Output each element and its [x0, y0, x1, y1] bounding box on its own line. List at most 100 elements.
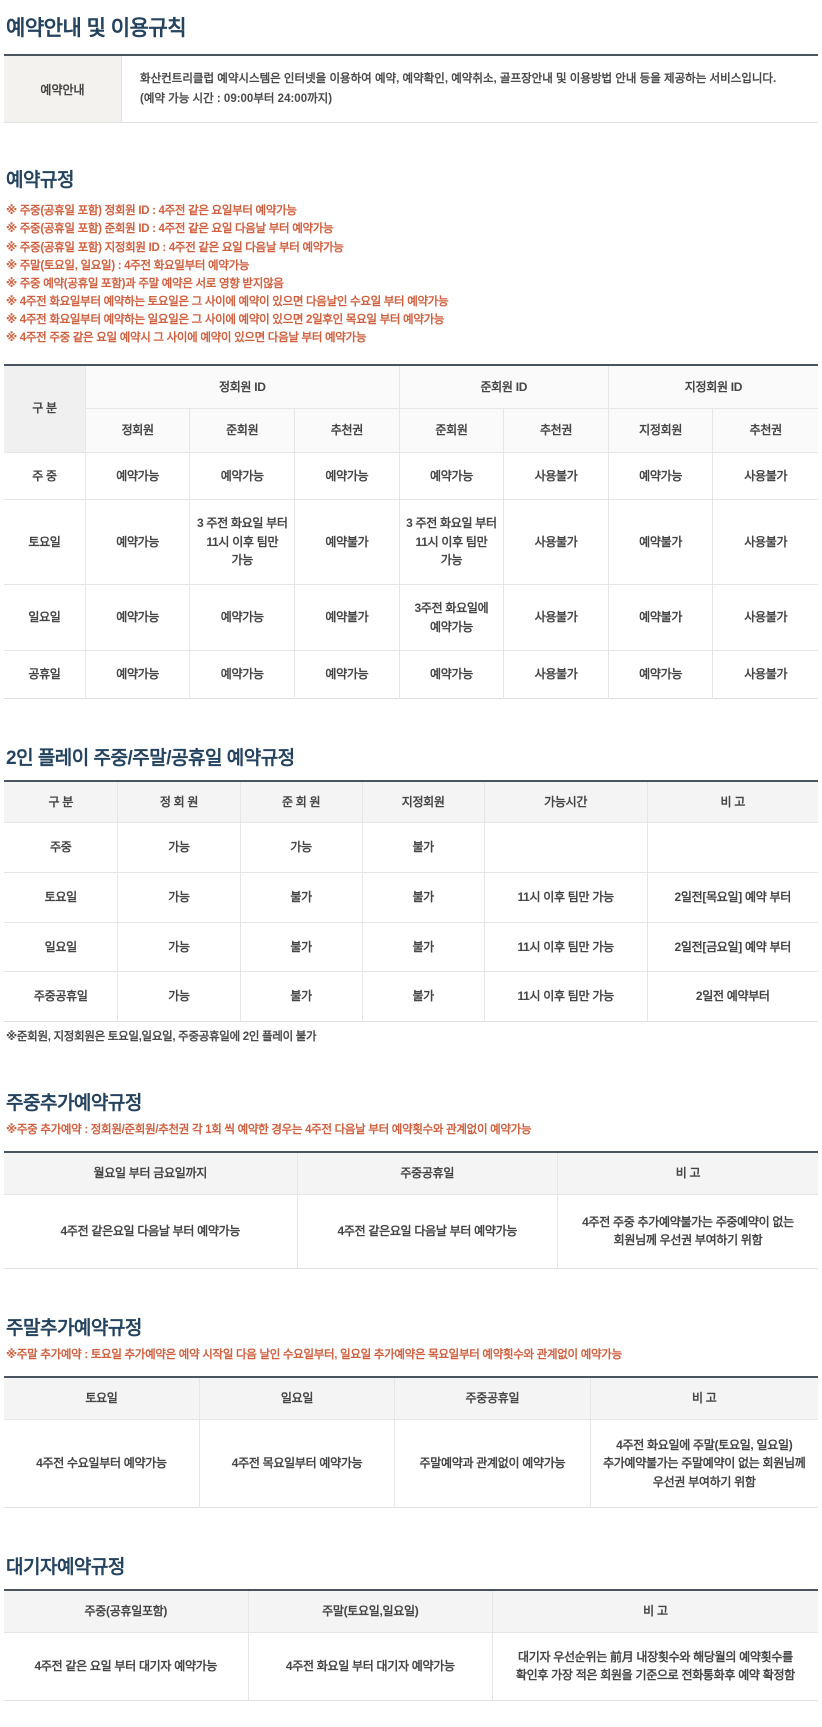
- table-row: 토요일 일요일 주중공휴일 비 고: [4, 1376, 818, 1420]
- table-cell: 11시 이후 팀만 가능: [484, 872, 648, 923]
- row-header: 일요일: [4, 584, 86, 652]
- table-cell: 예약불가: [294, 499, 400, 586]
- table-cell: 가능: [117, 872, 241, 923]
- table-cell: 예약불가: [294, 584, 400, 652]
- row-header: 일요일: [4, 922, 119, 973]
- table-cell: 4주전 같은요일 다음날 부터 예약가능: [297, 1194, 559, 1269]
- reservation-guide-text: 화산컨트리클럽 예약시스템은 인터넷을 이용하여 예약, 예약확인, 예약취소,…: [122, 56, 794, 122]
- table-row: 정회원 준회원 추천권 준회원 추천권 지정회원 추천권: [4, 408, 818, 453]
- table-cell: 사용불가: [712, 650, 818, 699]
- table-cell: 예약가능: [85, 452, 191, 501]
- table-row: 구 분 정회원 ID 준회원 ID 지정회원 ID: [4, 364, 818, 453]
- column-header: 정 회 원: [117, 780, 241, 824]
- column-header: 준회원: [189, 408, 296, 453]
- table-cell: [647, 822, 818, 874]
- table-cell: 불가: [240, 922, 363, 973]
- weekday-extra-note: ※주중 추가예약 : 정회원/준회원/추천권 각 1회 씩 예약한 경우는 4주…: [6, 1123, 532, 1136]
- column-header: 지정회원: [608, 408, 714, 453]
- column-header: 주중(공휴일포함): [4, 1590, 249, 1633]
- table-row: 월요일 부터 금요일까지 주중공휴일 비 고: [4, 1151, 818, 1195]
- column-header: 토요일: [4, 1376, 200, 1420]
- table-row: 주중 가능 가능 불가: [4, 822, 818, 874]
- table-cell: 예약가능: [85, 650, 191, 699]
- two-player-table: 구 분 정 회 원 준 회 원 지정회원 가능시간 비 고 주중 가능 가능 불…: [4, 779, 818, 1022]
- column-header: 주중공휴일: [394, 1376, 591, 1420]
- section-waitlist-rules: 대기자예약규정 주중(공휴일포함) 주말(토요일,일요일) 비 고 4주전 같은…: [4, 1552, 818, 1702]
- column-header: 지정회원: [362, 780, 485, 824]
- section-title-two-player: 2인 플레이 주중/주말/공휴일 예약규정: [6, 747, 295, 769]
- table-cell: 불가: [362, 971, 485, 1022]
- table-cell: 불가: [362, 922, 485, 973]
- table-cell: 예약가능: [294, 650, 400, 699]
- table-cell: 3 주전 화요일 부터 11시 이후 팀만 가능: [399, 499, 505, 586]
- table-cell: 가능: [240, 822, 363, 874]
- section-weekend-extra-rules: 주말추가예약규정 ※주말 추가예약 : 토요일 추가예약은 예약 시작일 다음 …: [4, 1313, 818, 1509]
- table-row: 일요일 예약가능 예약가능 예약불가 3주전 화요일에 예약가능 사용불가 예약…: [4, 584, 818, 652]
- table-cell: 예약가능: [85, 584, 191, 652]
- table-row: 4주전 같은 요일 부터 대기자 예약가능 4주전 화요일 부터 대기자 예약가…: [4, 1632, 818, 1701]
- weekday-extra-table: 월요일 부터 금요일까지 주중공휴일 비 고 4주전 같은요일 다음날 부터 예…: [4, 1150, 818, 1269]
- column-header: 준 회 원: [240, 780, 363, 824]
- section-title-weekday-extra: 주중추가예약규정: [6, 1092, 142, 1114]
- section-title-reservation-rules: 예약규정: [6, 170, 74, 192]
- reservation-rules-table: 구 분 정회원 ID 준회원 ID 지정회원 ID 정회원 준회원 추천권 준회…: [4, 363, 818, 699]
- weekend-extra-note: ※주말 추가예약 : 토요일 추가예약은 예약 시작일 다음 날인 수요일부터,…: [6, 1348, 622, 1361]
- table-cell: 불가: [240, 872, 363, 923]
- column-header: 준회원: [399, 408, 505, 453]
- two-player-footnote: ※준회원, 지정회원은 토요일,일요일, 주중공휴일에 2인 플레이 불가: [6, 1030, 317, 1043]
- table-cell: 11시 이후 팀만 가능: [484, 971, 648, 1022]
- table-cell: 사용불가: [712, 499, 818, 586]
- table-cell: 가능: [117, 971, 241, 1022]
- column-header: 비 고: [590, 1376, 818, 1420]
- table-cell: 4주전 주중 추가예약불가는 주중예약이 없는 회원님께 우선권 부여하기 위함: [582, 1214, 794, 1248]
- table-row: 주 중 예약가능 예약가능 예약가능 예약가능 사용불가 예약가능 사용불가: [4, 452, 818, 501]
- table-cell: 2일전[금요일] 예약 부터: [647, 922, 818, 973]
- column-header: 주말(토요일,일요일): [248, 1590, 493, 1633]
- waitlist-table: 주중(공휴일포함) 주말(토요일,일요일) 비 고 4주전 같은 요일 부터 대…: [4, 1589, 818, 1702]
- table-row: 4주전 같은요일 다음날 부터 예약가능 4주전 같은요일 다음날 부터 예약가…: [4, 1194, 818, 1269]
- table-row: 토요일 예약가능 3 주전 화요일 부터 11시 이후 팀만 가능 예약불가 3…: [4, 499, 818, 586]
- column-header: 비 고: [557, 1151, 818, 1195]
- table-cell: 가능: [117, 922, 241, 973]
- table-cell: 사용불가: [712, 584, 818, 652]
- rule-notes: ※ 주중(공휴일 포함) 정회원 ID : 4주전 같은 요일부터 예약가능 ※…: [6, 202, 816, 347]
- table-cell: 예약불가: [608, 499, 714, 586]
- table-cell: 불가: [240, 971, 363, 1022]
- rule-note: ※ 주중(공휴일 포함) 정회원 ID : 4주전 같은 요일부터 예약가능: [6, 205, 297, 218]
- column-header: 비 고: [492, 1590, 818, 1633]
- table-row: 4주전 수요일부터 예약가능 4주전 목요일부터 예약가능 주말예약과 관계없이…: [4, 1419, 818, 1508]
- reservation-guide-label: 예약안내: [4, 56, 122, 123]
- section-two-player-rules: 2인 플레이 주중/주말/공휴일 예약규정 구 분 정 회 원 준 회 원 지정…: [4, 743, 818, 1044]
- table-cell: [484, 822, 648, 874]
- row-header: 주중공휴일: [4, 971, 119, 1022]
- table-cell: 예약불가: [608, 584, 714, 652]
- row-header: 주중: [4, 822, 119, 874]
- table-cell: 예약가능: [189, 650, 296, 699]
- table-cell: 불가: [362, 822, 485, 874]
- table-cell: 11시 이후 팀만 가능: [484, 922, 648, 973]
- row-header: 토요일: [4, 499, 86, 586]
- rule-note: ※ 4주전 화요일부터 예약하는 일요일은 그 사이에 예약이 있으면 2일후인…: [6, 314, 445, 327]
- guide-line-2: (예약 가능 시간 : 09:00부터 24:00까지): [140, 93, 333, 106]
- table-cell: 사용불가: [503, 650, 609, 699]
- table-cell: 사용불가: [503, 452, 609, 501]
- rule-note: ※ 주중(공휴일 포함) 준회원 ID : 4주전 같은 요일 다음날 부터 예…: [6, 223, 334, 236]
- table-cell: 4주전 수요일부터 예약가능: [4, 1419, 200, 1508]
- page-title: 예약안내 및 이용규칙: [6, 17, 187, 40]
- table-cell: 주말예약과 관계없이 예약가능: [394, 1419, 591, 1508]
- table-cell: 4주전 목요일부터 예약가능: [199, 1419, 396, 1508]
- group-header-designated-id: 지정회원 ID: [608, 364, 818, 410]
- column-header: 추천권: [503, 408, 609, 453]
- row-header: 토요일: [4, 872, 119, 923]
- rule-note: ※ 4주전 주중 같은 요일 예약시 그 사이에 예약이 있으면 다음날 부터 …: [6, 332, 367, 345]
- section-title-weekend-extra: 주말추가예약규정: [6, 1317, 142, 1339]
- column-header-category: 구 분: [4, 364, 86, 453]
- table-cell: 4주전 같은요일 다음날 부터 예약가능: [4, 1194, 298, 1269]
- table-cell: 2일전 예약부터: [695, 989, 770, 1004]
- table-cell: 3 주전 화요일 부터 11시 이후 팀만 가능: [189, 499, 296, 586]
- table-cell: 사용불가: [503, 499, 609, 586]
- row-header: 공휴일: [4, 650, 86, 699]
- table-cell: 사용불가: [503, 584, 609, 652]
- table-cell: 예약가능: [189, 452, 296, 501]
